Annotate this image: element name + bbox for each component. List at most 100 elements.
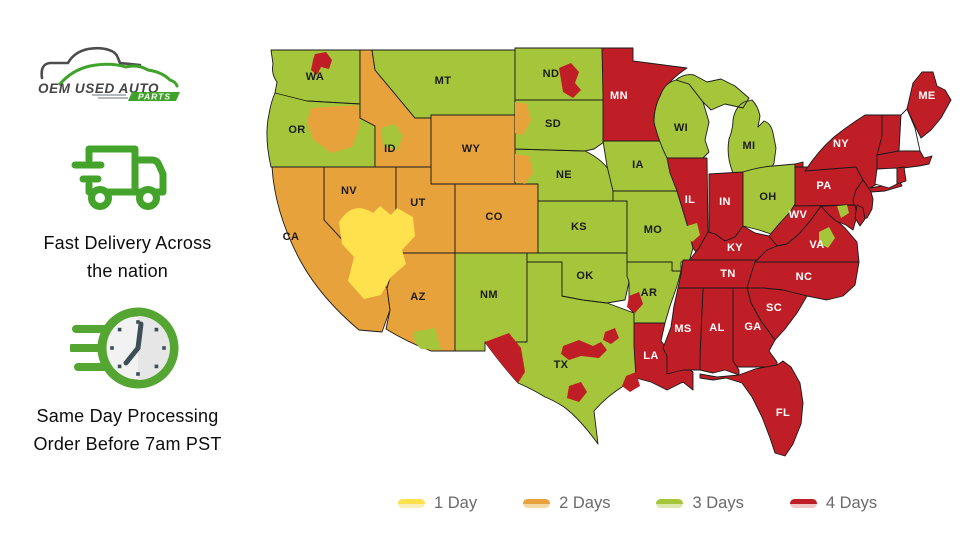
legend-item: 3 Days: [656, 494, 744, 513]
legend-swatch-icon: [656, 499, 684, 508]
patch-SD-west: [515, 102, 531, 135]
patch-AR-west: [627, 292, 643, 313]
state-label-WA: WA: [306, 71, 325, 83]
patch-ND-east: [559, 63, 581, 98]
state-label-NV: NV: [341, 185, 357, 197]
state-label-CA: CA: [283, 231, 300, 243]
state-label-VA: VA: [809, 239, 824, 251]
delivery-truck-icon: [71, 145, 167, 210]
state-label-MO: MO: [644, 224, 663, 236]
state-GA: [732, 287, 778, 368]
fast-delivery-text: Fast Delivery Across the nation: [15, 229, 240, 285]
state-label-WY: WY: [462, 143, 481, 155]
patch-MD-north: [837, 205, 849, 218]
state-label-KS: KS: [571, 221, 587, 233]
state-label-NC: NC: [796, 271, 813, 283]
state-AZ: [385, 252, 456, 352]
state-NM: [454, 252, 528, 352]
fast-delivery-line2: the nation: [86, 261, 169, 281]
state-label-MN: MN: [610, 90, 628, 102]
state-OH: [742, 163, 796, 235]
state-label-CO: CO: [485, 211, 502, 223]
state-label-AZ: AZ: [410, 291, 425, 303]
state-VA: [754, 205, 860, 263]
legend-swatch-icon: [789, 499, 817, 508]
patch-TX-dfw: [561, 340, 607, 360]
brand-logo: OEM USED AUTO PARTS: [38, 46, 180, 102]
state-label-SD: SD: [545, 118, 561, 130]
state-label-ME: ME: [918, 90, 935, 102]
patch-TX-west: [485, 333, 525, 383]
patch-TX-central: [603, 328, 619, 344]
state-label-IL: IL: [685, 194, 696, 206]
logo-parts-badge: [128, 92, 180, 101]
patch-WA-spokane: [311, 52, 332, 75]
state-label-TN: TN: [720, 268, 735, 280]
patch-OR-east: [307, 105, 360, 153]
state-label-IA: IA: [632, 159, 644, 171]
state-label-WI: WI: [674, 122, 688, 134]
patch-NE-west: [515, 154, 533, 184]
state-ME: [906, 71, 952, 139]
legend-label: 1 Day: [434, 494, 478, 512]
state-label-UT: UT: [410, 197, 425, 209]
same-day-text: Same Day Processing Order Before 7am PST: [15, 402, 240, 458]
state-labels: WA OR MT ID WY NV UT CO CA AZ NM ND SD NE KS OK TX MN IA MO…: [283, 68, 936, 419]
state-label-MT: MT: [435, 75, 452, 87]
legend-item: 1 Day: [398, 494, 477, 513]
state-label-MI: MI: [742, 140, 755, 152]
clock-ticks: [110, 320, 166, 376]
state-label-OH: OH: [759, 191, 776, 203]
patch-IL-stl: [685, 223, 700, 242]
legend-label: 3 Days: [692, 494, 744, 512]
legend-swatch-icon: [398, 499, 425, 508]
same-day-line2: Order Before 7am PST: [33, 434, 222, 454]
patch-ID-central: [381, 124, 403, 150]
us-delivery-map: WA OR MT ID WY NV UT CO CA AZ NM ND SD NE KS OK TX MN IA MO…: [266, 47, 952, 457]
patch-SW-vegas: [339, 206, 415, 299]
logo-speed-lines-icon: [92, 94, 128, 99]
state-label-MS: MS: [674, 323, 691, 335]
logo-truck-outline-icon: [40, 46, 142, 80]
legend-item: 4 Days: [789, 494, 878, 513]
legend-label: 2 Days: [559, 494, 611, 512]
state-label-IN: IN: [719, 196, 731, 208]
state-label-TX: TX: [554, 359, 569, 371]
state-label-NY: NY: [833, 138, 849, 150]
legend-swatch-icon: [523, 499, 551, 508]
logo-car-outline-icon: [58, 62, 179, 88]
state-label-PA: PA: [816, 180, 831, 192]
state-DE: [854, 204, 866, 227]
state-label-ID: ID: [384, 143, 396, 155]
state-ND: [514, 47, 605, 101]
legend: 1 Day 2 Days 3 Days 4 Days: [398, 494, 877, 513]
state-label-GA: GA: [744, 321, 761, 333]
state-label-OK: OK: [576, 270, 593, 282]
legend-item: 2 Days: [523, 494, 610, 513]
state-NY: [804, 114, 903, 193]
state-label-NM: NM: [480, 289, 498, 301]
patch-VA-west: [819, 227, 835, 248]
state-label-AR: AR: [641, 287, 658, 299]
patch-TX-austin: [567, 382, 587, 402]
state-label-AL: AL: [709, 322, 724, 334]
same-day-clock-icon: [70, 307, 179, 389]
logo-wordmark: OEM USED AUTO: [38, 81, 159, 96]
state-MA: [876, 150, 933, 170]
state-label-ND: ND: [543, 68, 560, 80]
legend-label: 4 Days: [825, 494, 878, 512]
patch-AZ-south: [413, 328, 441, 350]
state-label-WV: WV: [789, 209, 808, 221]
state-FL: [699, 360, 804, 457]
state-RI: [896, 166, 907, 185]
state-label-SC: SC: [766, 302, 782, 314]
same-day-line1: Same Day Processing: [36, 406, 219, 426]
logo-parts-label: PARTS: [138, 92, 171, 102]
state-label-LA: LA: [643, 350, 658, 362]
state-label-FL: FL: [776, 407, 790, 419]
clock-hands: [123, 321, 144, 366]
fast-delivery-line1: Fast Delivery Across: [43, 233, 212, 253]
state-label-OR: OR: [288, 124, 305, 136]
state-CT: [874, 167, 898, 189]
